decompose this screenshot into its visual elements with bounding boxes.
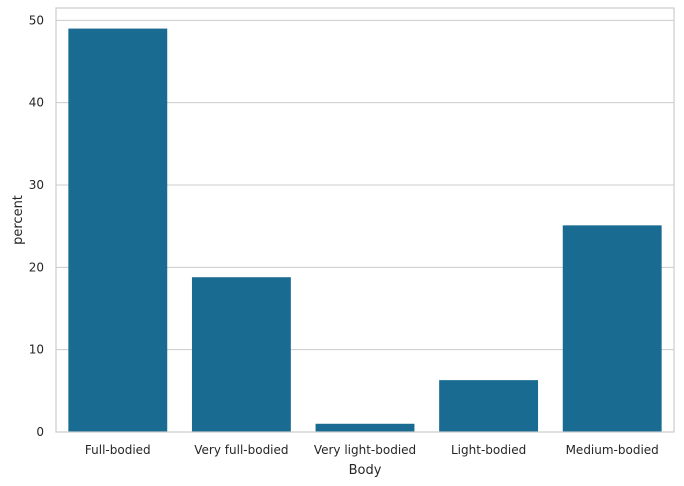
x-tick-labels: Full-bodied Very full-bodied Very light-bo… [85, 443, 659, 457]
bar-medium-bodied [562, 225, 662, 432]
y-tick-label: 20 [29, 260, 44, 274]
bars [68, 28, 662, 433]
x-tick-label: Very full-bodied [194, 443, 288, 457]
bar-very-light-bodied [315, 423, 415, 432]
y-axis-label: percent [11, 195, 26, 245]
bar-full-bodied [68, 28, 168, 433]
x-axis-label: Body [349, 463, 382, 478]
x-tick-label: Light-bodied [451, 443, 526, 457]
bar-light-bodied [439, 380, 539, 432]
y-tick-labels: 0 10 20 30 40 50 [29, 13, 44, 439]
plot-frame [55, 7, 675, 433]
y-tick-label: 10 [29, 343, 44, 357]
x-tick-label: Very light-bodied [314, 443, 416, 457]
y-tick-label: 0 [36, 425, 44, 439]
bar-very-full-bodied [191, 277, 291, 432]
y-tick-label: 50 [29, 13, 44, 27]
y-tick-label: 40 [29, 96, 44, 110]
x-tick-label: Full-bodied [85, 443, 151, 457]
x-tick-label: Medium-bodied [566, 443, 659, 457]
y-tick-label: 30 [29, 178, 44, 192]
